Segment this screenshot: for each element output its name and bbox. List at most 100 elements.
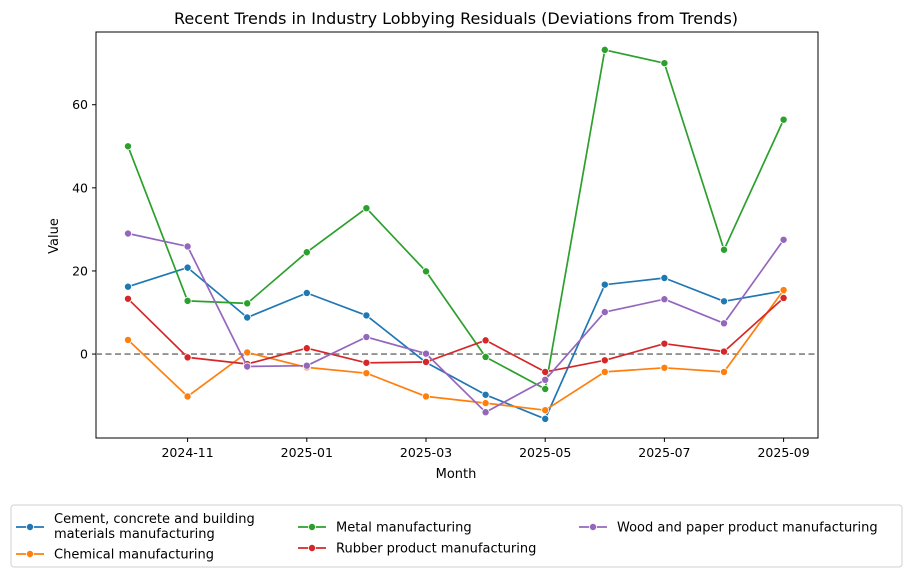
- data-point: [481, 352, 490, 361]
- data-point: [481, 408, 490, 417]
- data-point: [421, 357, 430, 366]
- data-point: [183, 353, 192, 362]
- data-point: [124, 335, 133, 344]
- data-point: [660, 274, 669, 283]
- data-point: [660, 339, 669, 348]
- x-tick-label: 2025-03: [400, 445, 452, 460]
- data-point: [183, 392, 192, 401]
- data-point: [243, 362, 252, 371]
- legend-box: [10, 504, 903, 568]
- legend-entry: Chemical manufacturing: [16, 548, 214, 563]
- data-point: [362, 204, 371, 213]
- x-tick-label: 2025-05: [519, 445, 571, 460]
- data-point: [481, 390, 490, 399]
- series-line: [127, 289, 785, 412]
- x-tick-label: 2025-07: [638, 445, 690, 460]
- data-point: [600, 308, 609, 317]
- data-point: [302, 248, 311, 257]
- data-point: [302, 361, 311, 370]
- data-point: [720, 297, 729, 306]
- legend-swatch-marker: [25, 550, 34, 559]
- data-point: [660, 295, 669, 304]
- x-axis-label: Month: [436, 467, 477, 482]
- data-point: [243, 348, 252, 357]
- y-tick-label: 40: [72, 180, 88, 195]
- y-axis-label: Value: [47, 218, 62, 254]
- chart-title: Recent Trends in Industry Lobbying Resid…: [174, 9, 738, 28]
- series-line: [127, 232, 785, 414]
- legend-label: Cement, concrete and building: [54, 512, 255, 527]
- data-point: [779, 115, 788, 124]
- data-point: [720, 347, 729, 356]
- data-point: [183, 242, 192, 251]
- data-point: [541, 384, 550, 393]
- data-point: [302, 288, 311, 297]
- x-tick-label: 2024-11: [161, 445, 213, 460]
- data-point: [541, 367, 550, 376]
- data-point: [362, 311, 371, 320]
- legend-swatch-marker: [589, 523, 598, 532]
- data-point: [362, 333, 371, 342]
- data-point: [243, 313, 252, 322]
- data-point: [600, 45, 609, 54]
- series-0: [124, 263, 788, 423]
- legend-swatch-marker: [307, 544, 316, 553]
- legend-entry: Wood and paper product manufacturing: [579, 521, 878, 536]
- series-line: [127, 297, 785, 373]
- series-4: [124, 229, 788, 417]
- data-point: [720, 367, 729, 376]
- data-point: [183, 296, 192, 305]
- data-point: [124, 142, 133, 151]
- data-point: [302, 344, 311, 353]
- data-point: [600, 280, 609, 289]
- data-point: [600, 367, 609, 376]
- data-point: [124, 294, 133, 303]
- data-point: [124, 282, 133, 291]
- data-point: [660, 363, 669, 372]
- data-point: [541, 375, 550, 384]
- data-point: [481, 399, 490, 408]
- data-point: [720, 319, 729, 328]
- data-point: [541, 414, 550, 423]
- data-point: [124, 229, 133, 238]
- data-point: [362, 358, 371, 367]
- series-2: [124, 45, 788, 393]
- x-tick-label: 2025-01: [281, 445, 333, 460]
- data-point: [779, 293, 788, 302]
- data-point: [779, 235, 788, 244]
- data-point: [660, 59, 669, 68]
- legend-label: Wood and paper product manufacturing: [617, 521, 878, 536]
- data-point: [421, 349, 430, 358]
- data-point: [779, 286, 788, 295]
- data-point: [183, 263, 192, 272]
- data-point: [362, 369, 371, 378]
- data-point: [600, 356, 609, 365]
- y-tick-label: 20: [72, 263, 88, 278]
- data-point: [481, 336, 490, 345]
- data-point: [243, 299, 252, 308]
- data-point: [541, 406, 550, 415]
- legend-swatch-marker: [307, 523, 316, 532]
- y-tick-label: 0: [80, 347, 88, 362]
- legend-entry: Metal manufacturing: [298, 521, 472, 536]
- x-tick-label: 2025-09: [757, 445, 809, 460]
- legend-entry: Rubber product manufacturing: [298, 542, 536, 557]
- legend-label: materials manufacturing: [54, 527, 215, 542]
- series-1: [124, 286, 788, 415]
- y-tick-label: 60: [72, 97, 88, 112]
- legend-label: Rubber product manufacturing: [336, 542, 536, 557]
- data-point: [421, 267, 430, 276]
- data-point: [421, 392, 430, 401]
- legend-label: Chemical manufacturing: [54, 548, 214, 563]
- data-point: [720, 245, 729, 254]
- series-3: [124, 293, 788, 376]
- legend-swatch-marker: [25, 523, 34, 532]
- plot-area: 0 20 40 60 2024-11 2025-01 2025-03 2025-05 2025-…: [72, 31, 819, 460]
- plot-frame: [95, 31, 819, 439]
- legend-label: Metal manufacturing: [336, 521, 472, 536]
- series-line: [127, 266, 784, 420]
- series-line: [127, 49, 785, 390]
